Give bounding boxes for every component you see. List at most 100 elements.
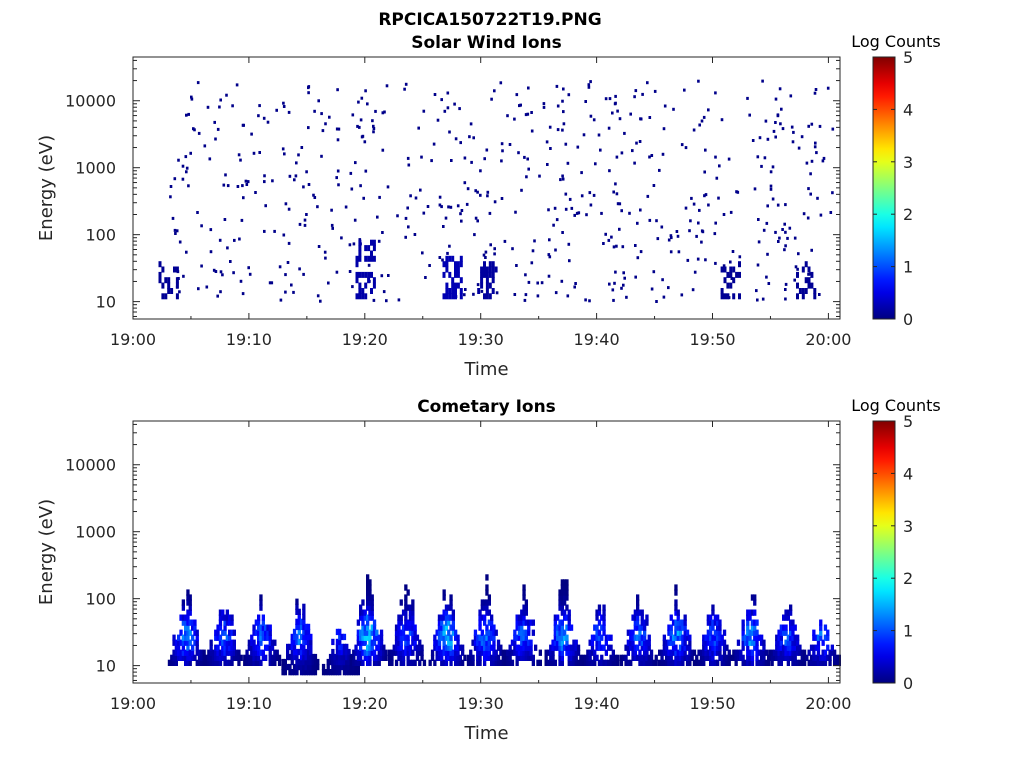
- data-pixel: [254, 191, 257, 194]
- data-pixel: [447, 649, 451, 656]
- data-pixel: [711, 604, 715, 611]
- data-pixel: [230, 614, 234, 621]
- data-pixel: [791, 644, 795, 651]
- data-pixel: [524, 639, 528, 646]
- data-pixel: [669, 629, 673, 636]
- data-pixel: [807, 649, 811, 656]
- data-pixel: [191, 624, 195, 631]
- data-pixel: [631, 149, 634, 153]
- data-pixel: [487, 634, 491, 641]
- data-pixel: [784, 629, 788, 636]
- data-pixel: [812, 629, 816, 636]
- data-pixel: [411, 634, 415, 641]
- data-pixel: [493, 200, 497, 204]
- data-pixel: [211, 654, 216, 661]
- data-pixel: [517, 614, 522, 621]
- data-pixel: [488, 211, 492, 215]
- data-pixel: [483, 644, 487, 651]
- data-pixel: [588, 654, 592, 661]
- data-pixel: [602, 644, 606, 651]
- colorbar-tick-label: 5: [903, 412, 913, 431]
- data-pixel: [447, 614, 451, 621]
- data-pixel: [248, 272, 252, 276]
- data-pixel: [786, 654, 790, 661]
- data-pixel: [178, 240, 182, 244]
- data-pixel: [359, 604, 363, 611]
- data-pixel: [275, 654, 279, 661]
- data-pixel: [181, 177, 185, 181]
- data-pixel: [444, 654, 449, 661]
- data-pixel: [170, 659, 174, 666]
- data-pixel: [368, 659, 372, 666]
- data-pixel: [368, 649, 372, 656]
- data-pixel: [680, 293, 684, 297]
- data-pixel: [297, 648, 301, 656]
- data-pixel: [399, 644, 403, 651]
- data-pixel: [786, 644, 790, 651]
- data-pixel: [406, 624, 410, 631]
- data-pixel: [636, 221, 639, 225]
- data-pixel: [704, 654, 708, 661]
- data-pixel: [640, 619, 644, 626]
- data-pixel: [643, 634, 647, 641]
- data-pixel: [302, 669, 306, 676]
- data-pixel: [221, 273, 224, 277]
- data-pixel: [704, 193, 708, 197]
- data-pixel: [746, 619, 750, 626]
- data-pixel: [361, 649, 365, 656]
- data-pixel: [791, 639, 795, 646]
- data-pixel: [681, 644, 685, 651]
- burst-1: [204, 609, 243, 666]
- data-pixel: [237, 654, 241, 661]
- data-pixel: [707, 108, 710, 112]
- data-pixel: [336, 138, 340, 142]
- data-pixel: [797, 146, 801, 150]
- data-pixel: [506, 654, 510, 661]
- data-pixel: [335, 643, 340, 651]
- data-pixel: [716, 639, 720, 646]
- data-pixel: [359, 659, 363, 666]
- data-pixel: [401, 609, 406, 616]
- data-pixel: [304, 653, 308, 661]
- data-pixel: [459, 293, 463, 300]
- data-pixel: [548, 125, 552, 129]
- data-pixel: [522, 639, 526, 646]
- data-pixel: [602, 624, 606, 631]
- data-pixel: [590, 639, 595, 646]
- data-pixel: [164, 277, 168, 284]
- data-pixel: [372, 127, 376, 130]
- data-pixel: [833, 659, 837, 666]
- data-pixel: [522, 594, 526, 601]
- data-pixel: [209, 250, 213, 254]
- data-pixel: [204, 654, 209, 661]
- panel-title: Cometary Ions: [417, 397, 556, 417]
- data-pixel: [377, 239, 381, 243]
- data-pixel: [615, 244, 618, 248]
- data-pixel: [428, 659, 432, 666]
- data-pixel: [629, 659, 633, 666]
- data-pixel: [411, 639, 415, 646]
- data-pixel: [302, 633, 306, 641]
- data-pixel: [174, 654, 178, 661]
- data-pixel: [367, 255, 371, 262]
- data-pixel: [478, 614, 482, 621]
- data-pixel: [349, 171, 353, 175]
- data-pixel: [282, 105, 286, 108]
- data-pixel: [440, 649, 444, 656]
- data-pixel: [476, 659, 480, 666]
- data-pixel: [786, 659, 790, 666]
- data-pixel: [714, 221, 717, 225]
- data-pixel: [548, 255, 552, 259]
- data-pixel: [508, 654, 512, 661]
- data-pixel: [698, 208, 701, 212]
- data-pixel: [552, 223, 555, 227]
- data-pixel: [440, 629, 444, 636]
- data-pixel: [524, 629, 528, 636]
- data-pixel: [784, 288, 787, 291]
- data-pixel: [801, 266, 805, 273]
- data-pixel: [796, 659, 800, 666]
- data-pixel: [581, 659, 585, 666]
- data-pixel: [266, 629, 270, 636]
- data-pixel: [174, 644, 178, 651]
- data-pixel: [437, 634, 442, 641]
